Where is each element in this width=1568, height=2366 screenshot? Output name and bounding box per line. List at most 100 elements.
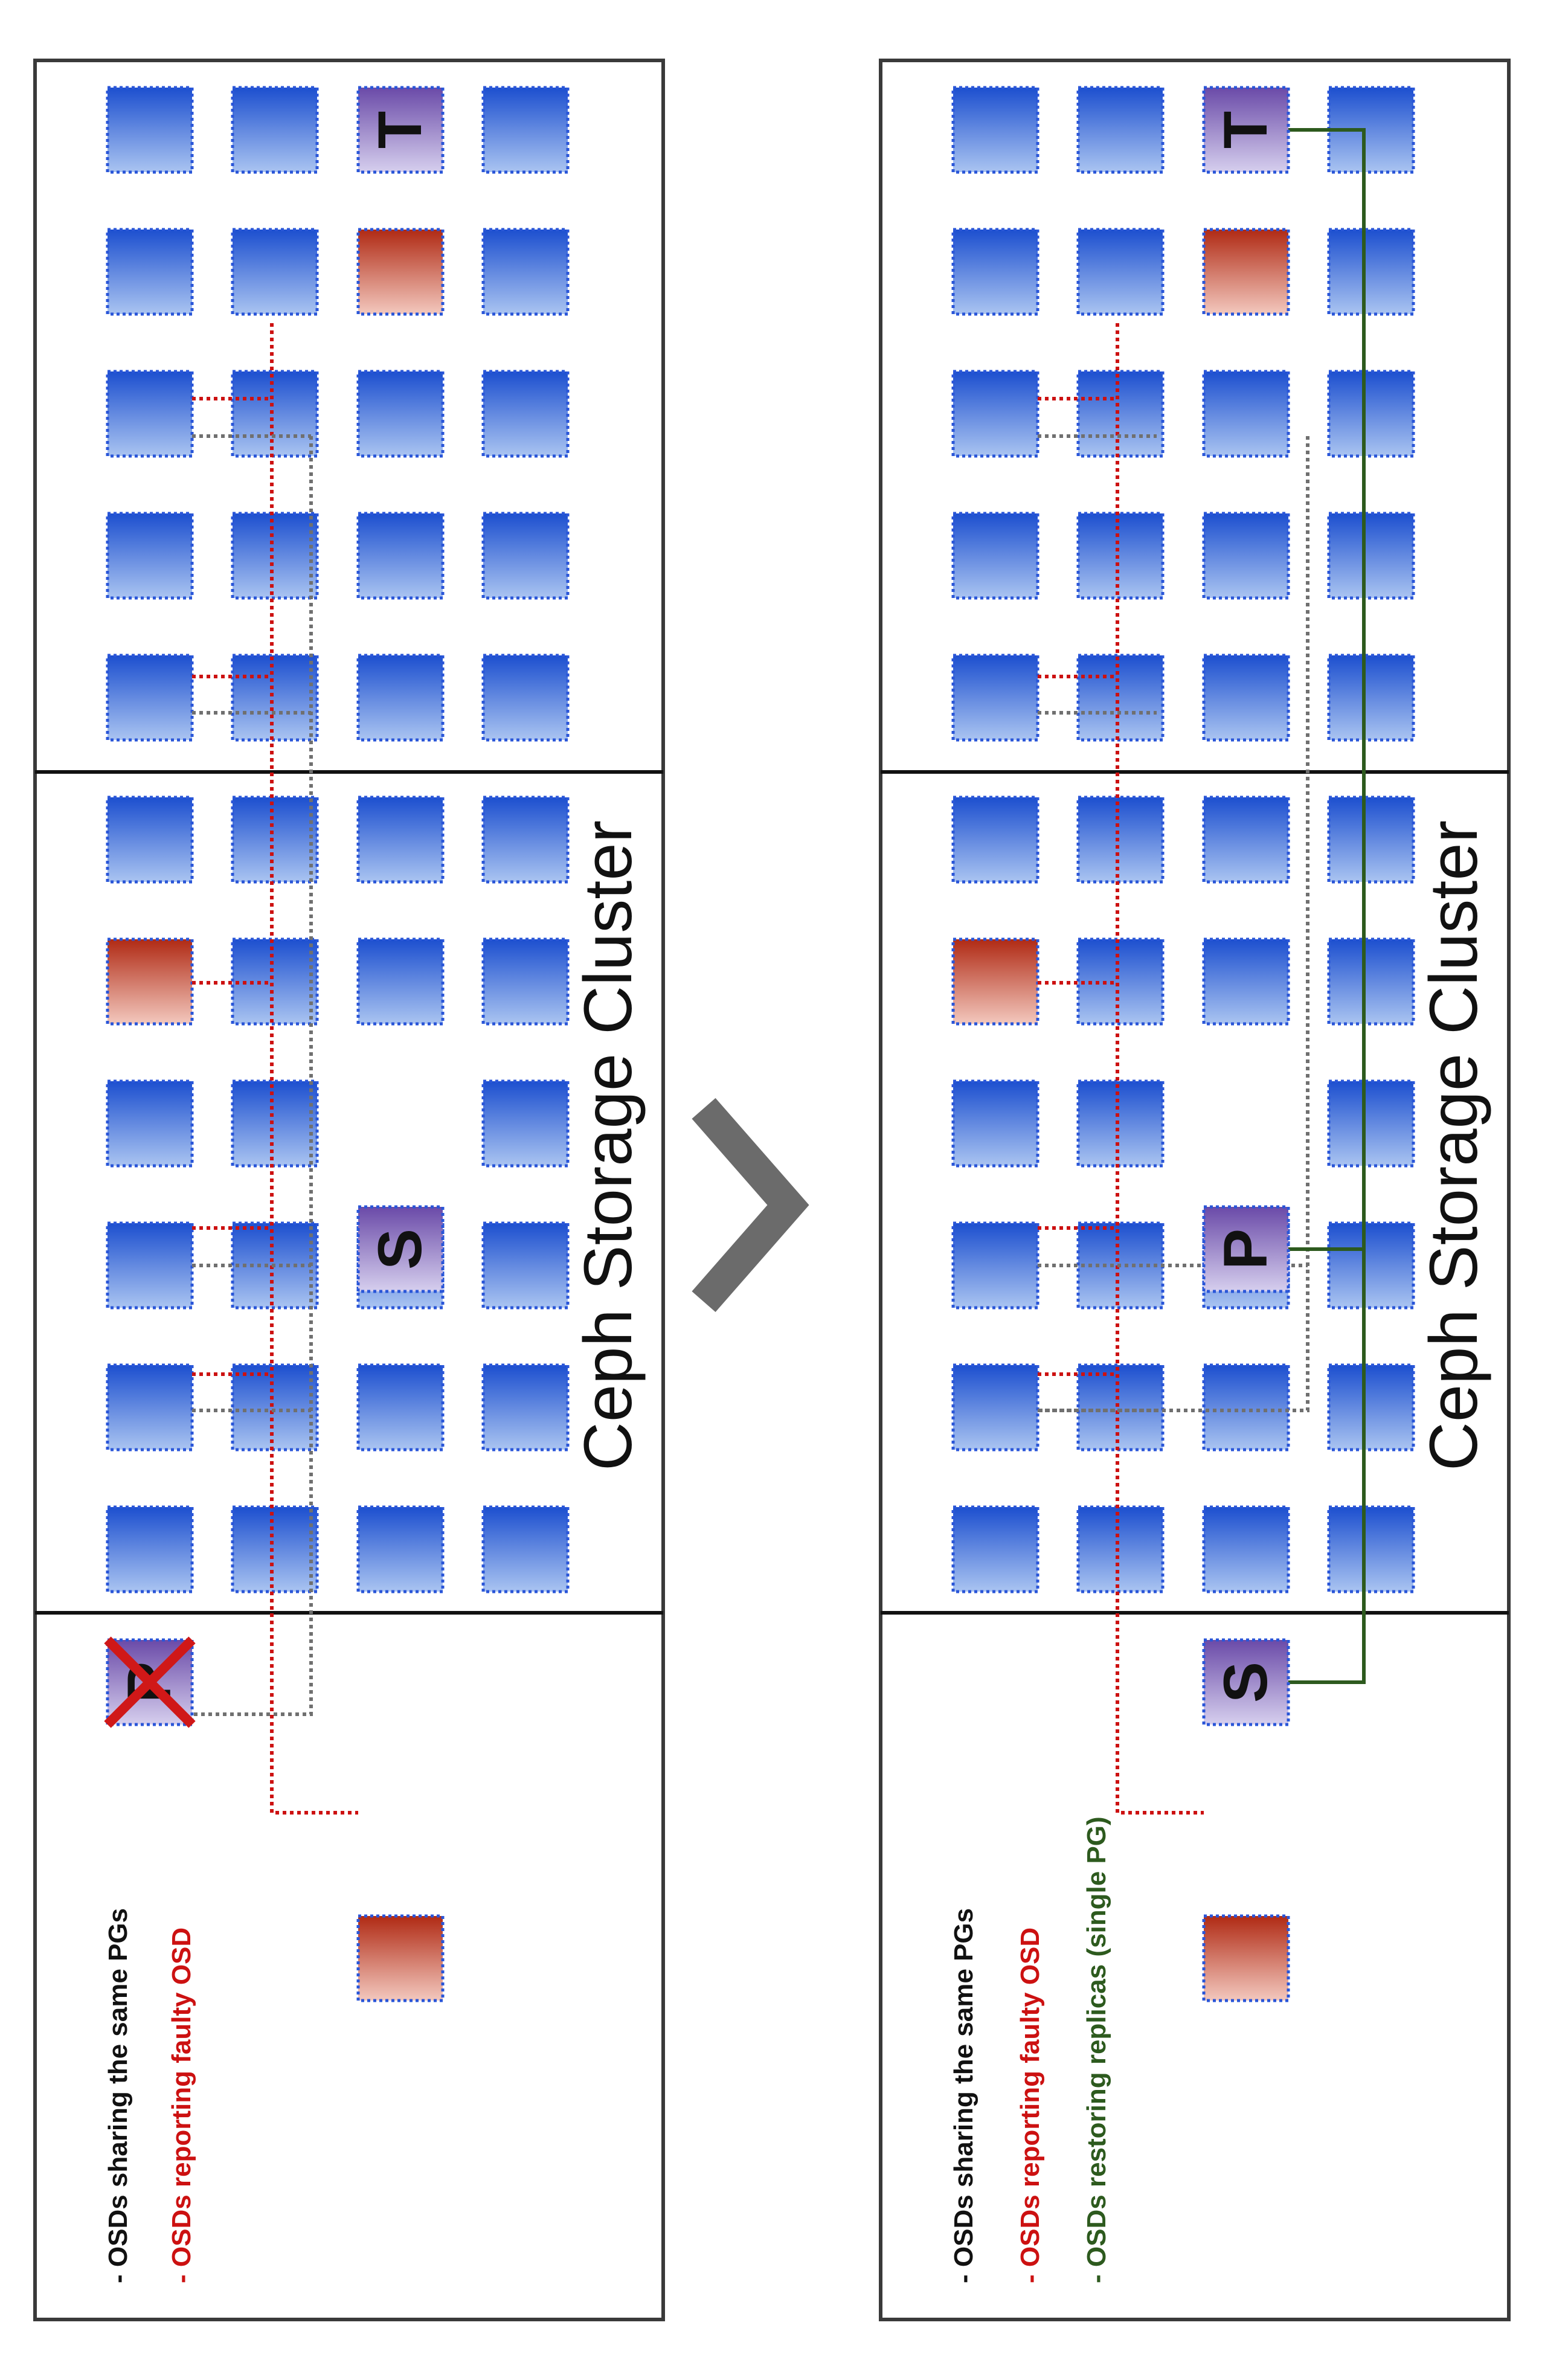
panel-before: PST Ceph Storage Cluster - OSDs sharing … <box>33 59 665 2321</box>
osd <box>106 1505 194 1593</box>
osd <box>356 370 445 458</box>
osd <box>1327 796 1415 884</box>
osd <box>356 1505 445 1593</box>
osd <box>106 512 194 600</box>
osd <box>356 796 445 884</box>
osd-reporting <box>1202 228 1290 316</box>
osd <box>481 512 570 600</box>
legend-reporting: - OSDs reporting faulty OSD <box>1015 1927 1045 2283</box>
osd <box>1327 1221 1415 1310</box>
osd <box>1327 1363 1415 1451</box>
osd-secondary <box>356 1205 445 1293</box>
marked-osds: S P T <box>1202 86 1290 1726</box>
osd-tertiary <box>1202 86 1290 174</box>
osd <box>1076 1079 1165 1168</box>
osd-tertiary-label: T <box>365 111 434 149</box>
osd <box>481 86 570 174</box>
cluster-title: Ceph Storage Cluster <box>570 820 646 1471</box>
restoring-line <box>1288 128 1366 1684</box>
osd <box>1076 937 1165 1026</box>
reporting-line <box>1116 323 1204 1815</box>
panel-after-frame <box>879 59 1511 2321</box>
osd <box>1076 796 1165 884</box>
osd <box>231 370 319 458</box>
osd <box>231 1363 319 1451</box>
osd <box>951 654 1039 742</box>
osd <box>951 86 1039 174</box>
osd <box>231 937 319 1026</box>
osd <box>1076 654 1165 742</box>
osd <box>481 370 570 458</box>
osd <box>356 1363 445 1451</box>
osd <box>106 86 194 174</box>
osd <box>1327 1505 1415 1593</box>
osd <box>1076 228 1165 316</box>
osd <box>1202 654 1290 742</box>
osd <box>106 228 194 316</box>
legend: - OSDs sharing the same PGs - OSDs repor… <box>103 1908 196 2283</box>
failed-cross <box>104 1636 196 1728</box>
osd-secondary <box>1202 1638 1290 1726</box>
osd <box>231 1505 319 1593</box>
osd <box>106 370 194 458</box>
osd <box>356 654 445 742</box>
osd <box>1202 370 1290 458</box>
legend-restoring: - OSDs restoring replicas (single PG) <box>1082 1816 1111 2283</box>
osd <box>231 512 319 600</box>
osd <box>481 228 570 316</box>
osd <box>951 796 1039 884</box>
panel-before-frame <box>33 59 665 2321</box>
osd-tertiary-label: T <box>1211 111 1280 149</box>
osd <box>106 1221 194 1310</box>
osd <box>1202 1363 1290 1451</box>
osd <box>1202 937 1290 1026</box>
cluster-title: Ceph Storage Cluster <box>1416 820 1491 1471</box>
osd <box>1327 228 1415 316</box>
shared-line <box>192 436 313 1716</box>
osd <box>481 1505 570 1593</box>
osd <box>951 228 1039 316</box>
osd <box>481 796 570 884</box>
osd <box>1076 370 1165 458</box>
osd <box>951 1221 1039 1310</box>
osd <box>1327 512 1415 600</box>
osd <box>1327 654 1415 742</box>
osd <box>1202 1505 1290 1593</box>
osd <box>481 654 570 742</box>
connection-lines <box>1038 128 1366 1815</box>
legend-reporting: - OSDs reporting faulty OSD <box>167 1927 196 2283</box>
osd <box>481 937 570 1026</box>
osd <box>231 228 319 316</box>
osd <box>951 1363 1039 1451</box>
osd <box>1327 370 1415 458</box>
osd <box>1202 512 1290 600</box>
osd <box>481 1363 570 1451</box>
panel-after: S P T Ceph Storage Cluster - OSDs sharing … <box>879 59 1511 2321</box>
legend-shared: - OSDs sharing the same PGs <box>949 1908 978 2283</box>
osd <box>106 654 194 742</box>
chevron-right-icon <box>692 1098 809 1313</box>
osd <box>1076 1505 1165 1593</box>
osd-primary-label: P <box>1211 1229 1280 1270</box>
osd <box>1327 937 1415 1026</box>
osd <box>951 1079 1039 1168</box>
legend: - OSDs sharing the same PGs - OSDs repor… <box>949 1816 1111 2283</box>
osd <box>231 654 319 742</box>
osd <box>231 86 319 174</box>
osd <box>951 370 1039 458</box>
osd <box>481 1079 570 1168</box>
osd <box>231 796 319 884</box>
osd-reporting <box>356 1914 445 2002</box>
connection-lines <box>192 323 358 1815</box>
osd <box>356 512 445 600</box>
osd <box>951 512 1039 600</box>
marked-osds: PST <box>104 86 445 1728</box>
osd <box>106 796 194 884</box>
reporting-line <box>270 323 358 1815</box>
legend-shared: - OSDs sharing the same PGs <box>103 1908 133 2283</box>
osd <box>106 1079 194 1168</box>
osd <box>356 937 445 1026</box>
osd-secondary-label: S <box>1211 1662 1280 1703</box>
osd <box>106 1363 194 1451</box>
